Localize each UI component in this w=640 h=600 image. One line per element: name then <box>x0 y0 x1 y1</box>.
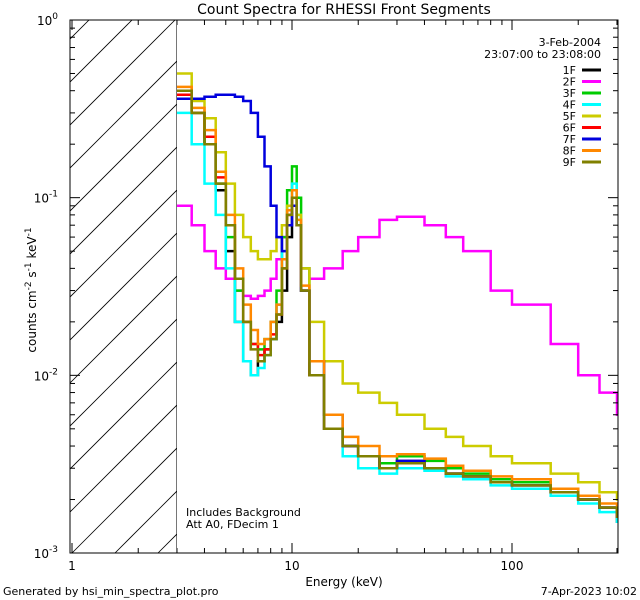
hatch-line <box>70 20 133 83</box>
hatch-line <box>70 318 177 427</box>
y-tick-label: 100 <box>37 12 58 28</box>
hatch-line <box>70 232 177 341</box>
date-label: 3-Feb-2004 <box>539 36 601 49</box>
x-tick-label: 1 <box>68 559 76 573</box>
y-tick-label: 10-1 <box>34 190 58 206</box>
annotation-attenuator: Att A0, FDecim 1 <box>186 518 279 531</box>
hatch-line <box>71 447 177 553</box>
legend-label-6f: 6F <box>563 122 576 135</box>
legend-label-9f: 9F <box>563 156 576 169</box>
y-axis: 100 10-1 10-2 10-3 <box>34 12 618 561</box>
annotation-background: Includes Background <box>186 506 301 519</box>
hatch-line <box>70 20 90 40</box>
hatch-line <box>70 361 177 470</box>
chart-title: Count Spectra for RHESSI Front Segments <box>197 2 491 18</box>
x-axis-label: Energy (keV) <box>305 575 382 589</box>
x-tick-label: 100 <box>501 559 524 573</box>
footer-timestamp: 7-Apr-2023 10:02 <box>541 585 637 598</box>
x-axis: 1 10 100 <box>68 20 618 573</box>
hatched-region <box>0 0 177 553</box>
time-range-label: 23:07:00 to 23:08:00 <box>484 48 601 61</box>
y-tick-label: 10-2 <box>34 367 58 383</box>
plot-frame <box>69 19 619 554</box>
legend-label-2f: 2F <box>563 76 576 89</box>
x-tick-label: 10 <box>284 559 299 573</box>
hatch-line <box>0 0 113 553</box>
y-tick-label: 10-3 <box>34 545 58 561</box>
hatch-line <box>70 20 176 126</box>
hatch-line <box>70 189 177 298</box>
hatch-line <box>70 146 177 255</box>
series-line-9f <box>177 89 618 518</box>
y-axis-label: counts cm-2 s-1 keV-1 <box>24 227 39 352</box>
legend-label-3f: 3F <box>563 87 576 100</box>
legend-label-4f: 4F <box>563 99 576 112</box>
hatch-line <box>114 490 177 553</box>
legend-label-5f: 5F <box>563 110 576 123</box>
hatch-line <box>70 103 177 212</box>
hatch-line <box>70 404 177 513</box>
legend-label-7f: 7F <box>563 133 576 146</box>
generated-by-label: Generated by hsi_min_spectra_plot.pro <box>3 585 219 598</box>
legend-label-8f: 8F <box>563 145 576 158</box>
legend-label-1f: 1F <box>563 64 576 77</box>
